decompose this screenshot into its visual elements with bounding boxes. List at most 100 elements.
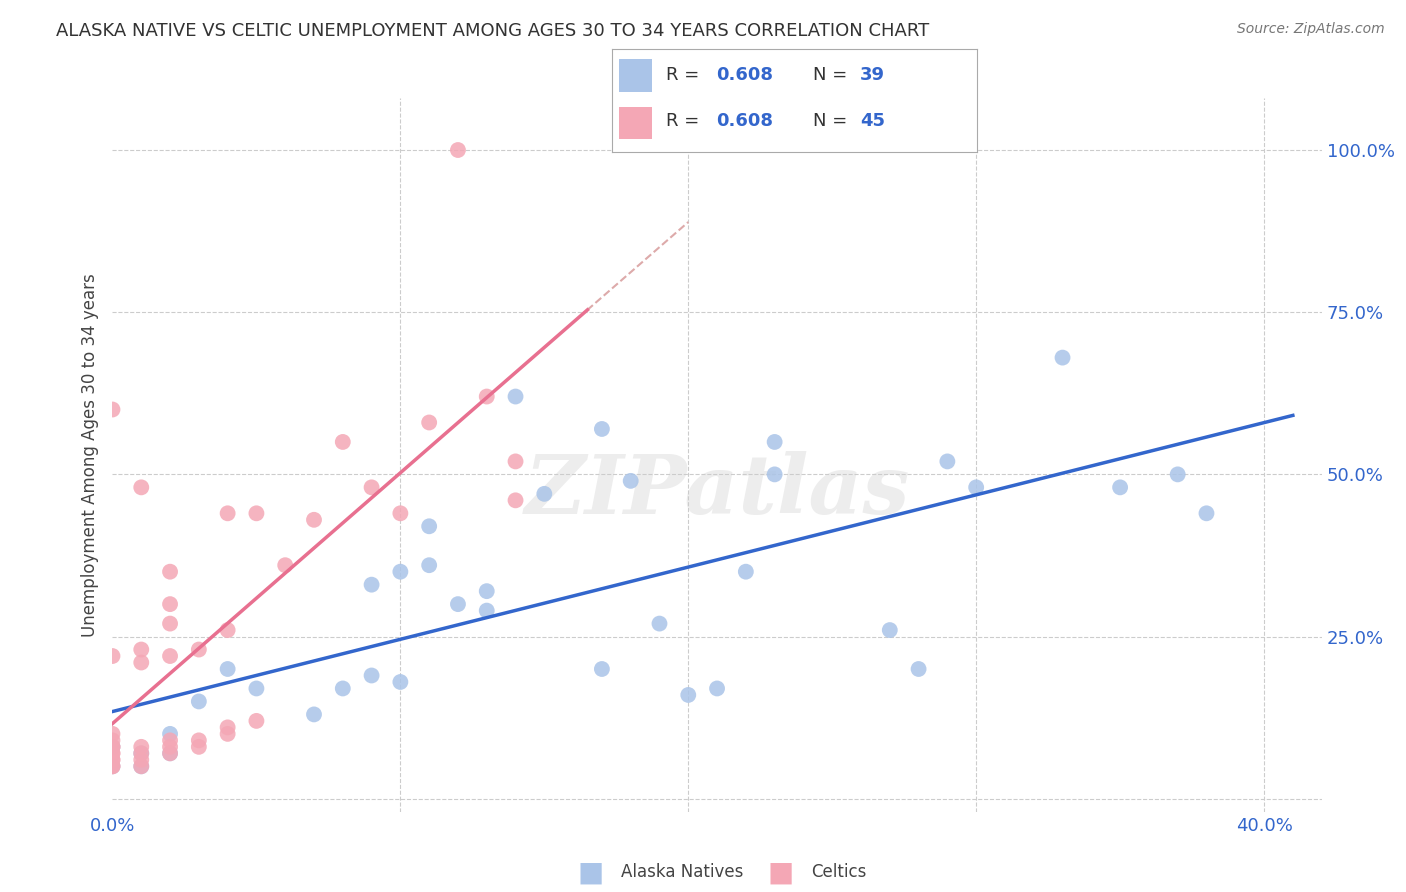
Text: R =: R = (666, 112, 706, 130)
Point (678, 688, 700, 702)
Point (591, 422, 613, 436)
Point (159, 747, 181, 761)
Point (217, 727, 239, 741)
Point (101, 747, 124, 761)
Point (1052, 351, 1074, 365)
Text: ■: ■ (768, 858, 793, 887)
Text: ■: ■ (578, 858, 603, 887)
Point (129, 759, 152, 773)
Point (129, 747, 152, 761)
Point (1109, 480, 1132, 494)
Point (274, 558, 297, 573)
Point (245, 714, 267, 728)
Point (936, 454, 959, 468)
Point (129, 759, 152, 773)
Point (505, 493, 527, 508)
Point (447, 143, 470, 157)
Point (159, 733, 181, 747)
Text: 0.608: 0.608 (716, 112, 773, 130)
Text: N =: N = (813, 112, 852, 130)
Point (907, 662, 929, 676)
Point (101, 648, 124, 663)
Point (159, 747, 181, 761)
Point (763, 434, 786, 449)
Point (763, 467, 786, 482)
Point (648, 616, 671, 631)
Point (389, 565, 412, 579)
Point (706, 681, 728, 696)
FancyBboxPatch shape (619, 106, 652, 139)
Point (159, 739, 181, 754)
Point (475, 390, 498, 404)
Text: R =: R = (666, 66, 706, 84)
Text: Celtics: Celtics (811, 863, 866, 881)
Point (129, 747, 152, 761)
Text: ZIPatlas: ZIPatlas (524, 450, 910, 531)
Point (389, 506, 412, 520)
Point (101, 402, 124, 417)
Point (187, 694, 209, 708)
Point (101, 727, 124, 741)
Point (187, 642, 209, 657)
Point (217, 662, 239, 676)
Point (533, 487, 555, 501)
Point (360, 577, 382, 591)
Point (129, 656, 152, 670)
Point (101, 759, 124, 773)
Text: 45: 45 (860, 112, 886, 130)
Point (620, 474, 643, 488)
Text: 0.608: 0.608 (716, 66, 773, 84)
Point (187, 733, 209, 747)
Point (505, 390, 527, 404)
Point (129, 642, 152, 657)
Point (418, 558, 440, 573)
Point (101, 753, 124, 767)
Point (101, 747, 124, 761)
Point (159, 616, 181, 631)
Point (360, 480, 382, 494)
Point (101, 759, 124, 773)
Point (965, 480, 987, 494)
Point (187, 739, 209, 754)
Text: Alaska Natives: Alaska Natives (621, 863, 744, 881)
Point (418, 519, 440, 533)
Point (360, 668, 382, 682)
Point (101, 733, 124, 747)
Point (879, 623, 901, 637)
Point (591, 662, 613, 676)
Point (217, 506, 239, 520)
Point (159, 727, 181, 741)
Point (302, 707, 325, 722)
Point (447, 597, 470, 611)
Point (475, 584, 498, 599)
FancyBboxPatch shape (619, 60, 652, 92)
Point (245, 506, 267, 520)
Point (389, 675, 412, 690)
Point (159, 597, 181, 611)
Point (159, 565, 181, 579)
Point (217, 623, 239, 637)
Point (332, 681, 354, 696)
Point (101, 759, 124, 773)
Point (1167, 467, 1189, 482)
Point (505, 454, 527, 468)
Text: Source: ZipAtlas.com: Source: ZipAtlas.com (1237, 22, 1385, 37)
Y-axis label: Unemployment Among Ages 30 to 34 years: Unemployment Among Ages 30 to 34 years (80, 273, 98, 637)
Point (245, 681, 267, 696)
Text: 39: 39 (860, 66, 886, 84)
Point (101, 739, 124, 754)
Point (101, 753, 124, 767)
Point (129, 480, 152, 494)
Text: ALASKA NATIVE VS CELTIC UNEMPLOYMENT AMONG AGES 30 TO 34 YEARS CORRELATION CHART: ALASKA NATIVE VS CELTIC UNEMPLOYMENT AMO… (56, 22, 929, 40)
Point (734, 565, 756, 579)
Point (129, 739, 152, 754)
Point (129, 753, 152, 767)
Point (159, 648, 181, 663)
Point (101, 739, 124, 754)
Point (1195, 506, 1218, 520)
Point (475, 604, 498, 618)
Point (302, 513, 325, 527)
Point (418, 416, 440, 430)
Text: N =: N = (813, 66, 852, 84)
Point (217, 720, 239, 734)
